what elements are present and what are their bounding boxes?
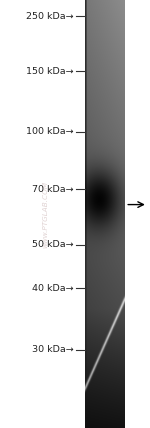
Text: 30 kDa→: 30 kDa→: [32, 345, 74, 354]
Text: 150 kDa→: 150 kDa→: [26, 67, 74, 76]
Text: www.PTGLAB.COM: www.PTGLAB.COM: [42, 181, 48, 247]
Text: 50 kDa→: 50 kDa→: [32, 240, 74, 250]
Text: 100 kDa→: 100 kDa→: [26, 127, 74, 137]
Text: 40 kDa→: 40 kDa→: [32, 283, 74, 293]
Text: 250 kDa→: 250 kDa→: [26, 12, 74, 21]
Text: 70 kDa→: 70 kDa→: [32, 184, 74, 194]
